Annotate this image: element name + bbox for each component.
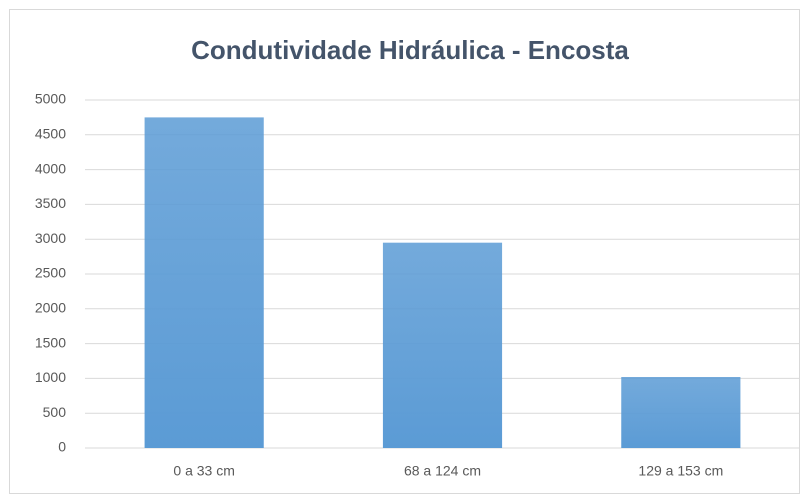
y-tick-label: 4000 — [35, 160, 66, 176]
bar — [621, 377, 741, 448]
y-tick-label: 5000 — [35, 91, 66, 107]
y-tick-label: 1500 — [35, 334, 66, 350]
y-tick-label: 2500 — [35, 265, 66, 281]
y-tick-label: 3500 — [35, 195, 66, 211]
x-tick-label: 129 a 153 cm — [638, 463, 723, 479]
chart-title: Condutividade Hidráulica - Encosta — [191, 35, 629, 65]
y-tick-label: 2000 — [35, 300, 66, 316]
bar — [382, 242, 503, 448]
y-tick-label: 3000 — [35, 230, 66, 246]
y-tick-label: 0 — [58, 439, 66, 455]
bar — [144, 117, 264, 449]
x-tick-label: 68 a 124 cm — [404, 463, 481, 479]
y-tick-label: 4500 — [35, 126, 66, 142]
y-tick-label: 1000 — [35, 369, 66, 385]
y-tick-label: 500 — [43, 404, 67, 420]
x-tick-label: 0 a 33 cm — [173, 463, 234, 479]
